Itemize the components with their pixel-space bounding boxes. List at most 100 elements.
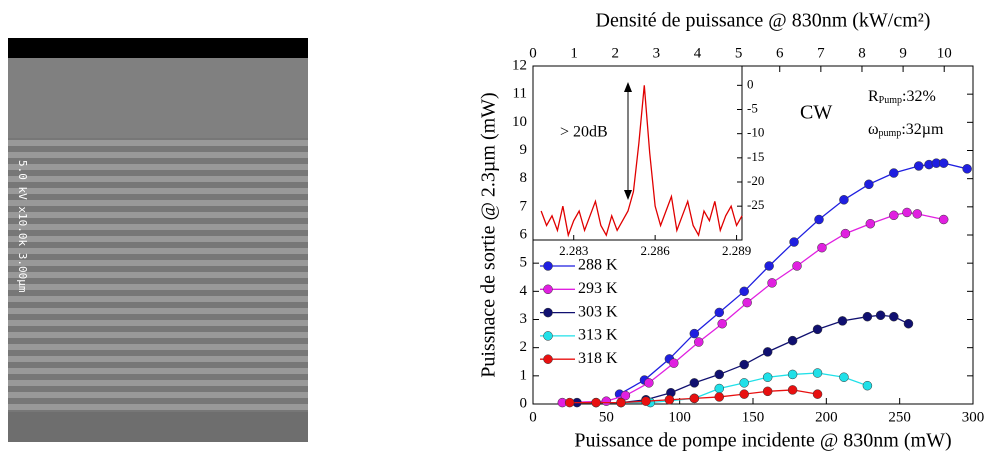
marker — [839, 372, 849, 382]
stripe — [8, 200, 308, 206]
y-tick-label: 9 — [520, 142, 528, 158]
x-tick-label: 100 — [668, 409, 691, 425]
inset-x-tick-label: 2.283 — [559, 243, 588, 258]
x2-tick-label: 8 — [858, 45, 866, 61]
legend-label: 288 K — [578, 257, 618, 274]
marker — [865, 218, 876, 229]
marker — [764, 261, 774, 271]
y-tick-label: 6 — [520, 226, 528, 242]
marker — [938, 214, 949, 225]
inset-y-tick-label: -5 — [747, 100, 758, 115]
marker — [839, 195, 849, 205]
image-top — [8, 38, 308, 58]
y-tick-label: 5 — [520, 255, 528, 271]
y-tick-label: 11 — [513, 86, 527, 102]
marker — [787, 385, 798, 395]
stripe — [8, 320, 308, 326]
marker — [889, 210, 899, 221]
stripe — [8, 392, 308, 398]
marker — [714, 392, 725, 402]
inset-x-tick-label: 2.286 — [641, 243, 671, 258]
annotation-omega: ωpump:32µm — [868, 121, 944, 140]
stripe — [8, 368, 308, 374]
marker — [742, 297, 752, 308]
stripe — [8, 224, 308, 230]
x-tick-label: 300 — [962, 409, 985, 425]
marker — [717, 318, 727, 329]
y-tick-label: 0 — [520, 395, 528, 411]
marker — [903, 318, 914, 329]
marker — [812, 324, 823, 335]
annotation-part: pump — [879, 128, 902, 139]
y-tick-label: 3 — [520, 311, 528, 327]
x2-tick-label: 5 — [735, 45, 743, 61]
x-tick-label: 150 — [742, 409, 765, 425]
stripe — [8, 344, 308, 350]
x2-tick-label: 3 — [653, 45, 661, 61]
series-line — [562, 211, 944, 404]
x2-tick-label: 6 — [776, 45, 784, 61]
marker — [812, 368, 823, 378]
marker — [762, 386, 773, 397]
x2-tick-label: 4 — [694, 45, 702, 61]
marker — [875, 310, 886, 321]
marker — [591, 397, 601, 408]
marker — [762, 347, 773, 357]
stripes — [8, 140, 308, 410]
marker — [616, 397, 626, 408]
stripe — [8, 176, 308, 182]
stripe — [8, 188, 308, 194]
marker — [689, 328, 700, 339]
image-layer — [8, 58, 308, 138]
stripe — [8, 260, 308, 266]
marker — [739, 359, 749, 370]
marker — [792, 261, 802, 271]
stripe — [8, 152, 308, 158]
legend-marker — [543, 354, 553, 364]
marker — [862, 380, 873, 391]
stripe — [8, 380, 308, 386]
marker — [862, 311, 873, 322]
marker — [912, 209, 923, 219]
marker — [689, 393, 700, 404]
marker — [789, 237, 799, 247]
marker — [693, 337, 704, 347]
legend-marker — [543, 307, 553, 318]
annotation-part: Pump — [879, 95, 902, 106]
x-tick-label: 250 — [888, 409, 911, 425]
x2-tick-label: 2 — [611, 45, 619, 61]
legend-label: 318 K — [578, 350, 618, 367]
y-tick-label: 1 — [520, 367, 528, 383]
marker — [641, 396, 651, 406]
marker — [787, 335, 798, 346]
marker — [889, 168, 899, 178]
y-tick-label: 4 — [520, 283, 528, 299]
marker — [889, 311, 899, 322]
marker — [644, 378, 654, 388]
stripe — [8, 296, 308, 302]
y-tick-label: 12 — [512, 57, 527, 73]
y-axis-title: Puissnace de sortie @ 2.3µm (mW) — [478, 92, 500, 377]
marker — [840, 228, 851, 239]
marker — [962, 164, 972, 174]
x-tick-label: 0 — [529, 409, 537, 425]
x-tick-label: 50 — [599, 409, 614, 425]
y-tick-label: 8 — [520, 170, 528, 186]
x-axis-title: Puissance de pompe incidente @ 830nm (mW… — [574, 430, 951, 452]
legend-marker — [543, 261, 553, 271]
series-line — [540, 85, 743, 238]
inset-annotation: > 20dB — [560, 124, 608, 141]
marker — [714, 383, 725, 394]
x2-tick-label: 9 — [899, 45, 907, 61]
marker — [714, 307, 725, 318]
stripe — [8, 164, 308, 170]
y-tick-label: 7 — [520, 198, 528, 214]
marker — [762, 372, 773, 382]
y-tick-label: 2 — [520, 339, 528, 355]
marker — [669, 358, 679, 368]
marker — [664, 395, 675, 405]
marker — [864, 179, 874, 190]
marker — [938, 158, 949, 168]
